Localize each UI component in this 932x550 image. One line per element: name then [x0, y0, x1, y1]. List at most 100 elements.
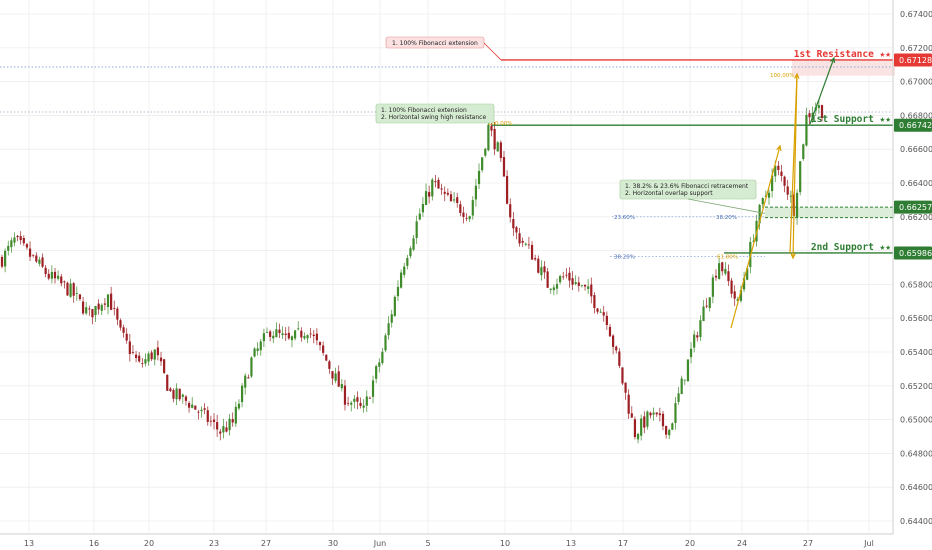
candle-body	[468, 216, 471, 220]
candle-body	[81, 301, 85, 314]
candle-body	[671, 423, 674, 430]
candlestick-series	[0, 98, 824, 444]
candle-body	[272, 335, 275, 339]
candle-body	[281, 333, 284, 336]
candle-body	[518, 233, 521, 244]
candle-body	[75, 293, 78, 294]
x-tick-label: 27	[261, 539, 271, 548]
candle-body	[789, 195, 792, 197]
candle-body	[577, 282, 580, 286]
candle-body	[771, 175, 774, 192]
y-tick-label: 0.65800	[900, 280, 932, 289]
candle-body	[608, 326, 612, 337]
candle-body	[618, 351, 621, 366]
candle-body	[328, 361, 331, 369]
support-note-line-2: 2. Horizontal swing high resistance	[381, 114, 486, 121]
candle-body	[163, 359, 166, 373]
projection-arrow-head	[829, 56, 836, 64]
candle-body	[658, 413, 661, 416]
candle-body	[78, 294, 82, 300]
fib-retracement-arrow-head	[790, 253, 796, 260]
level-label-resistance: 1st Resistance ★★	[794, 49, 892, 60]
candle-body	[655, 412, 658, 415]
candle-body	[799, 161, 802, 193]
candle-body	[131, 352, 135, 353]
candle-body	[378, 362, 381, 367]
candle-body	[25, 244, 29, 248]
candle-body	[293, 330, 297, 339]
candle-body	[203, 408, 206, 410]
candle-body	[530, 245, 534, 260]
candle-body	[10, 240, 13, 248]
candle-body	[543, 266, 546, 273]
candle-body	[555, 284, 559, 289]
candle-body	[652, 412, 655, 415]
fib-label-38b: 38.20%	[614, 255, 635, 261]
fib-extension-arrow-head	[776, 144, 782, 152]
candle-body	[125, 333, 128, 341]
fib-retracement-arrow	[792, 73, 798, 259]
candle-body	[122, 327, 125, 333]
candle-body	[462, 212, 465, 217]
x-axis-ticks: 13 16 20 23 27 30 Jun 5 10 13 17 20 24 27 Jul	[24, 539, 874, 548]
candle-body	[711, 277, 714, 297]
x-tick-label: 17	[618, 539, 628, 548]
x-tick-label: 5	[425, 539, 430, 548]
candle-body	[630, 413, 633, 418]
candle-body	[169, 388, 172, 391]
candle-body	[605, 315, 608, 326]
candle-body	[219, 431, 222, 434]
candle-body	[309, 333, 312, 335]
y-tick-label: 0.66400	[900, 179, 932, 188]
candle-body	[565, 274, 568, 276]
candle-body	[353, 398, 356, 402]
candle-body	[646, 411, 649, 427]
candle-body	[396, 286, 400, 297]
x-tick-label: 13	[24, 539, 34, 548]
candle-body	[431, 179, 434, 197]
candle-body	[477, 170, 481, 185]
candle-body	[481, 157, 484, 171]
x-tick-label: 16	[89, 539, 99, 548]
candle-body	[312, 334, 315, 336]
candle-body	[153, 349, 156, 360]
candle-body	[686, 359, 690, 382]
candle-body	[38, 259, 41, 264]
y-tick-label: 0.65200	[900, 382, 932, 391]
candle-body	[200, 409, 203, 412]
candle-body	[574, 282, 577, 285]
candle-body	[649, 412, 652, 416]
candle-body	[250, 357, 253, 377]
candle-body	[599, 311, 602, 313]
candle-body	[661, 413, 665, 427]
candle-body	[808, 113, 811, 118]
candle-body	[714, 275, 718, 278]
candle-body	[612, 335, 615, 347]
candle-body	[375, 366, 378, 379]
x-tick-label: 24	[737, 539, 747, 548]
candle-body	[184, 396, 188, 401]
candle-body	[496, 142, 499, 152]
candle-body	[57, 275, 60, 279]
candle-body	[643, 416, 646, 428]
candle-body	[393, 296, 396, 316]
candle-body	[409, 248, 412, 257]
candle-body	[452, 199, 456, 201]
candle-body	[253, 348, 256, 357]
x-tick-label: 10	[500, 539, 510, 548]
fib-label-100-mid: 100.00%	[488, 121, 512, 127]
candle-body	[668, 429, 671, 436]
candle-body	[689, 348, 693, 358]
candle-body	[166, 374, 169, 391]
candle-body	[106, 294, 110, 308]
candle-body	[493, 128, 496, 150]
fibonacci-annotations: 23.60% 38.20% 38.20% 61.80% 100.00% 100.00%	[488, 56, 836, 329]
candle-body	[633, 419, 637, 438]
candle-body	[13, 237, 16, 243]
candle-body	[490, 125, 493, 131]
candle-body	[696, 335, 699, 338]
price-tag-label: 0.65986	[899, 249, 932, 258]
price-tag-support	[894, 246, 932, 260]
candle-body	[820, 105, 824, 118]
